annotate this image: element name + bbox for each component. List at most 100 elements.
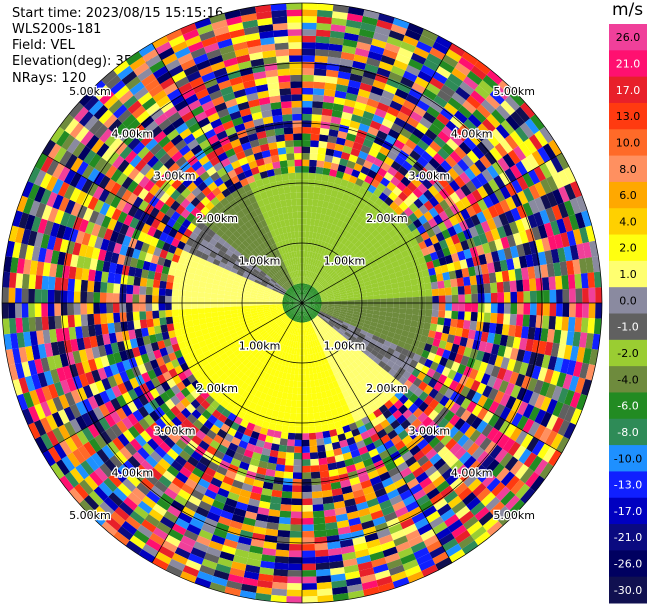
velocity-gate <box>306 387 312 395</box>
velocity-gate <box>249 262 257 269</box>
velocity-gate <box>386 303 394 308</box>
velocity-gate <box>258 272 266 279</box>
velocity-gate <box>496 225 507 239</box>
velocity-gate <box>457 250 466 261</box>
velocity-gate <box>316 206 323 214</box>
velocity-gate <box>448 270 457 280</box>
velocity-gate <box>209 206 220 216</box>
velocity-gate <box>326 267 333 274</box>
velocity-gate <box>495 323 504 335</box>
velocity-gate <box>274 556 289 564</box>
velocity-gate <box>318 344 324 352</box>
velocity-gate <box>336 259 344 267</box>
velocity-gate <box>317 9 333 18</box>
velocity-gate <box>75 401 87 416</box>
velocity-gate <box>335 84 349 93</box>
velocity-gate <box>205 376 215 386</box>
velocity-gate <box>348 324 356 330</box>
velocity-gate <box>334 400 342 409</box>
velocity-gate <box>537 224 548 239</box>
velocity-gate <box>140 459 154 473</box>
velocity-gate <box>98 403 110 418</box>
velocity-gate <box>214 449 225 460</box>
velocity-gate <box>315 332 320 339</box>
velocity-gate <box>302 465 311 473</box>
velocity-gate <box>493 202 505 216</box>
velocity-gate <box>497 303 505 314</box>
velocity-gate <box>308 299 315 302</box>
velocity-gate <box>302 511 314 519</box>
velocity-gate <box>370 163 381 174</box>
velocity-gate <box>251 312 258 317</box>
velocity-gate <box>129 81 145 96</box>
velocity-gate <box>426 420 438 433</box>
velocity-gate <box>477 123 491 138</box>
velocity-gate <box>491 250 500 263</box>
velocity-gate <box>280 378 286 386</box>
velocity-gate <box>34 358 44 374</box>
velocity-gate <box>361 76 375 86</box>
velocity-gate <box>257 412 266 421</box>
velocity-gate <box>332 313 340 317</box>
velocity-gate <box>516 175 529 191</box>
velocity-gate <box>52 427 65 444</box>
velocity-gate <box>256 274 264 281</box>
velocity-gate <box>418 391 429 402</box>
velocity-gate <box>305 224 311 232</box>
velocity-gate <box>400 41 417 53</box>
velocity-gate <box>280 286 287 292</box>
velocity-gate <box>350 449 361 459</box>
velocity-gate <box>352 60 367 70</box>
velocity-gate <box>228 328 237 335</box>
velocity-gate <box>277 328 283 335</box>
velocity-gate <box>377 281 385 287</box>
velocity-gate <box>554 233 564 249</box>
velocity-gate <box>316 392 323 400</box>
velocity-gate <box>186 278 194 286</box>
velocity-gate <box>477 293 485 303</box>
velocity-gate <box>327 56 341 65</box>
velocity-gate <box>61 455 76 472</box>
velocity-gate <box>518 255 528 269</box>
velocity-gate <box>125 515 141 530</box>
velocity-gate <box>323 242 329 250</box>
velocity-gate <box>309 347 313 355</box>
velocity-gate <box>504 495 521 511</box>
velocity-gate <box>320 417 328 426</box>
velocity-gate <box>152 310 160 319</box>
velocity-gate <box>415 122 429 135</box>
velocity-gate <box>290 367 296 375</box>
velocity-gate <box>366 291 374 297</box>
velocity-gate <box>326 376 333 384</box>
velocity-gate <box>262 357 270 366</box>
velocity-gate <box>307 297 314 301</box>
velocity-gate <box>588 287 596 303</box>
velocity-gate <box>159 441 172 454</box>
velocity-gate <box>352 141 363 151</box>
velocity-gate <box>205 317 213 324</box>
velocity-gate <box>270 322 277 328</box>
velocity-gate <box>471 391 483 405</box>
velocity-gate <box>248 226 256 235</box>
velocity-gate <box>312 399 319 407</box>
velocity-gate <box>155 176 167 189</box>
velocity-gate <box>57 409 70 425</box>
velocity-gate <box>318 351 323 359</box>
velocity-gate <box>159 192 171 204</box>
velocity-gate <box>365 345 374 353</box>
velocity-gate <box>91 452 105 468</box>
velocity-gate <box>255 323 263 330</box>
velocity-gate <box>316 226 323 234</box>
velocity-gate <box>364 63 379 74</box>
velocity-gate <box>310 218 316 226</box>
velocity-gate <box>523 291 531 303</box>
velocity-gate <box>484 342 494 354</box>
velocity-gate <box>356 335 365 343</box>
velocity-gate <box>464 217 475 229</box>
velocity-gate <box>269 382 276 390</box>
velocity-gate <box>127 425 140 439</box>
velocity-gate <box>454 353 464 364</box>
velocity-gate <box>54 290 61 303</box>
velocity-gate <box>283 338 288 346</box>
velocity-gate <box>362 359 370 368</box>
